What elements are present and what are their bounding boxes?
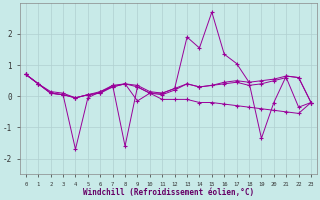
- X-axis label: Windchill (Refroidissement éolien,°C): Windchill (Refroidissement éolien,°C): [83, 188, 254, 197]
